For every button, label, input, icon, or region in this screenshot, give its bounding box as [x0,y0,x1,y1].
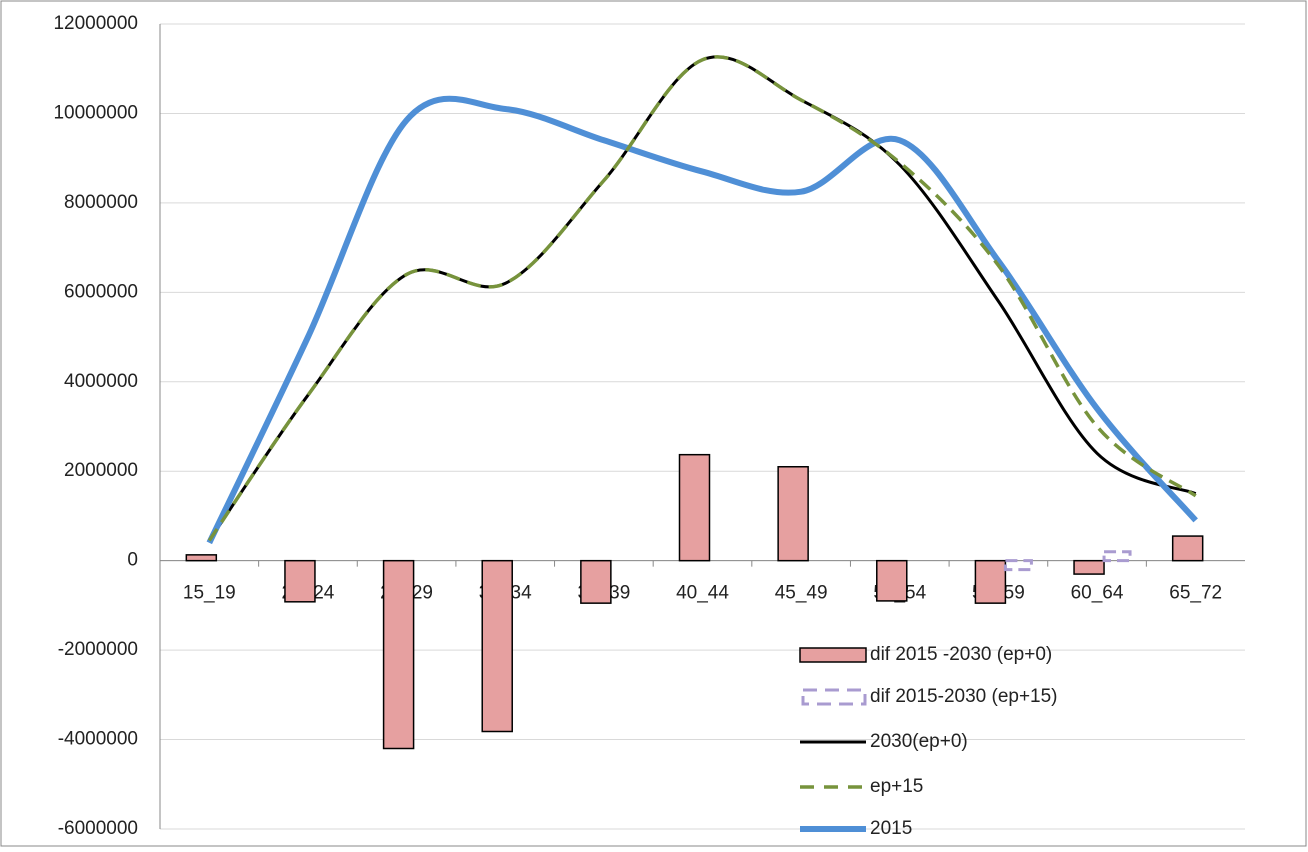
y-tick-label: -6000000 [58,818,138,839]
legend-label: ep+15 [870,776,923,797]
bar [777,466,809,562]
line [206,95,1198,545]
bar [382,559,415,750]
y-tick-label: 10000000 [53,102,138,123]
dashed-bar [1003,559,1033,572]
bar [974,559,1007,604]
legend-label: 2030(ep+0) [870,731,968,752]
bar [284,559,316,603]
x-tick-label: 40_44 [676,583,729,604]
bar [185,554,218,562]
legend-label: dif 2015-2030 (ep+15) [870,686,1058,707]
x-tick-label: 15_19 [183,583,236,604]
bar [580,559,612,604]
bar [678,453,711,562]
bar [481,559,513,733]
legend-label: 2015 [870,818,912,839]
y-tick-label: 0 [127,550,138,571]
dashed-line [207,55,1197,542]
x-tick-label: 65_72 [1169,583,1222,604]
x-tick-label: 60_64 [1071,583,1124,604]
y-tick-label: 6000000 [64,281,138,302]
y-tick-label: 8000000 [64,192,138,213]
y-tick-label: 2000000 [64,460,138,481]
legend-label: dif 2015 -2030 (ep+0) [870,644,1052,665]
legend-swatch [799,647,867,663]
dashed-bar [1102,550,1132,563]
bar [1171,535,1204,562]
bar [876,559,908,602]
y-tick-label: 4000000 [64,371,138,392]
y-tick-label: -2000000 [58,639,138,660]
y-tick-label: 12000000 [53,13,138,34]
x-tick-label: 45_49 [775,583,828,604]
legend-swatch [801,688,867,706]
bar [1073,559,1105,575]
y-tick-label: -4000000 [58,729,138,750]
